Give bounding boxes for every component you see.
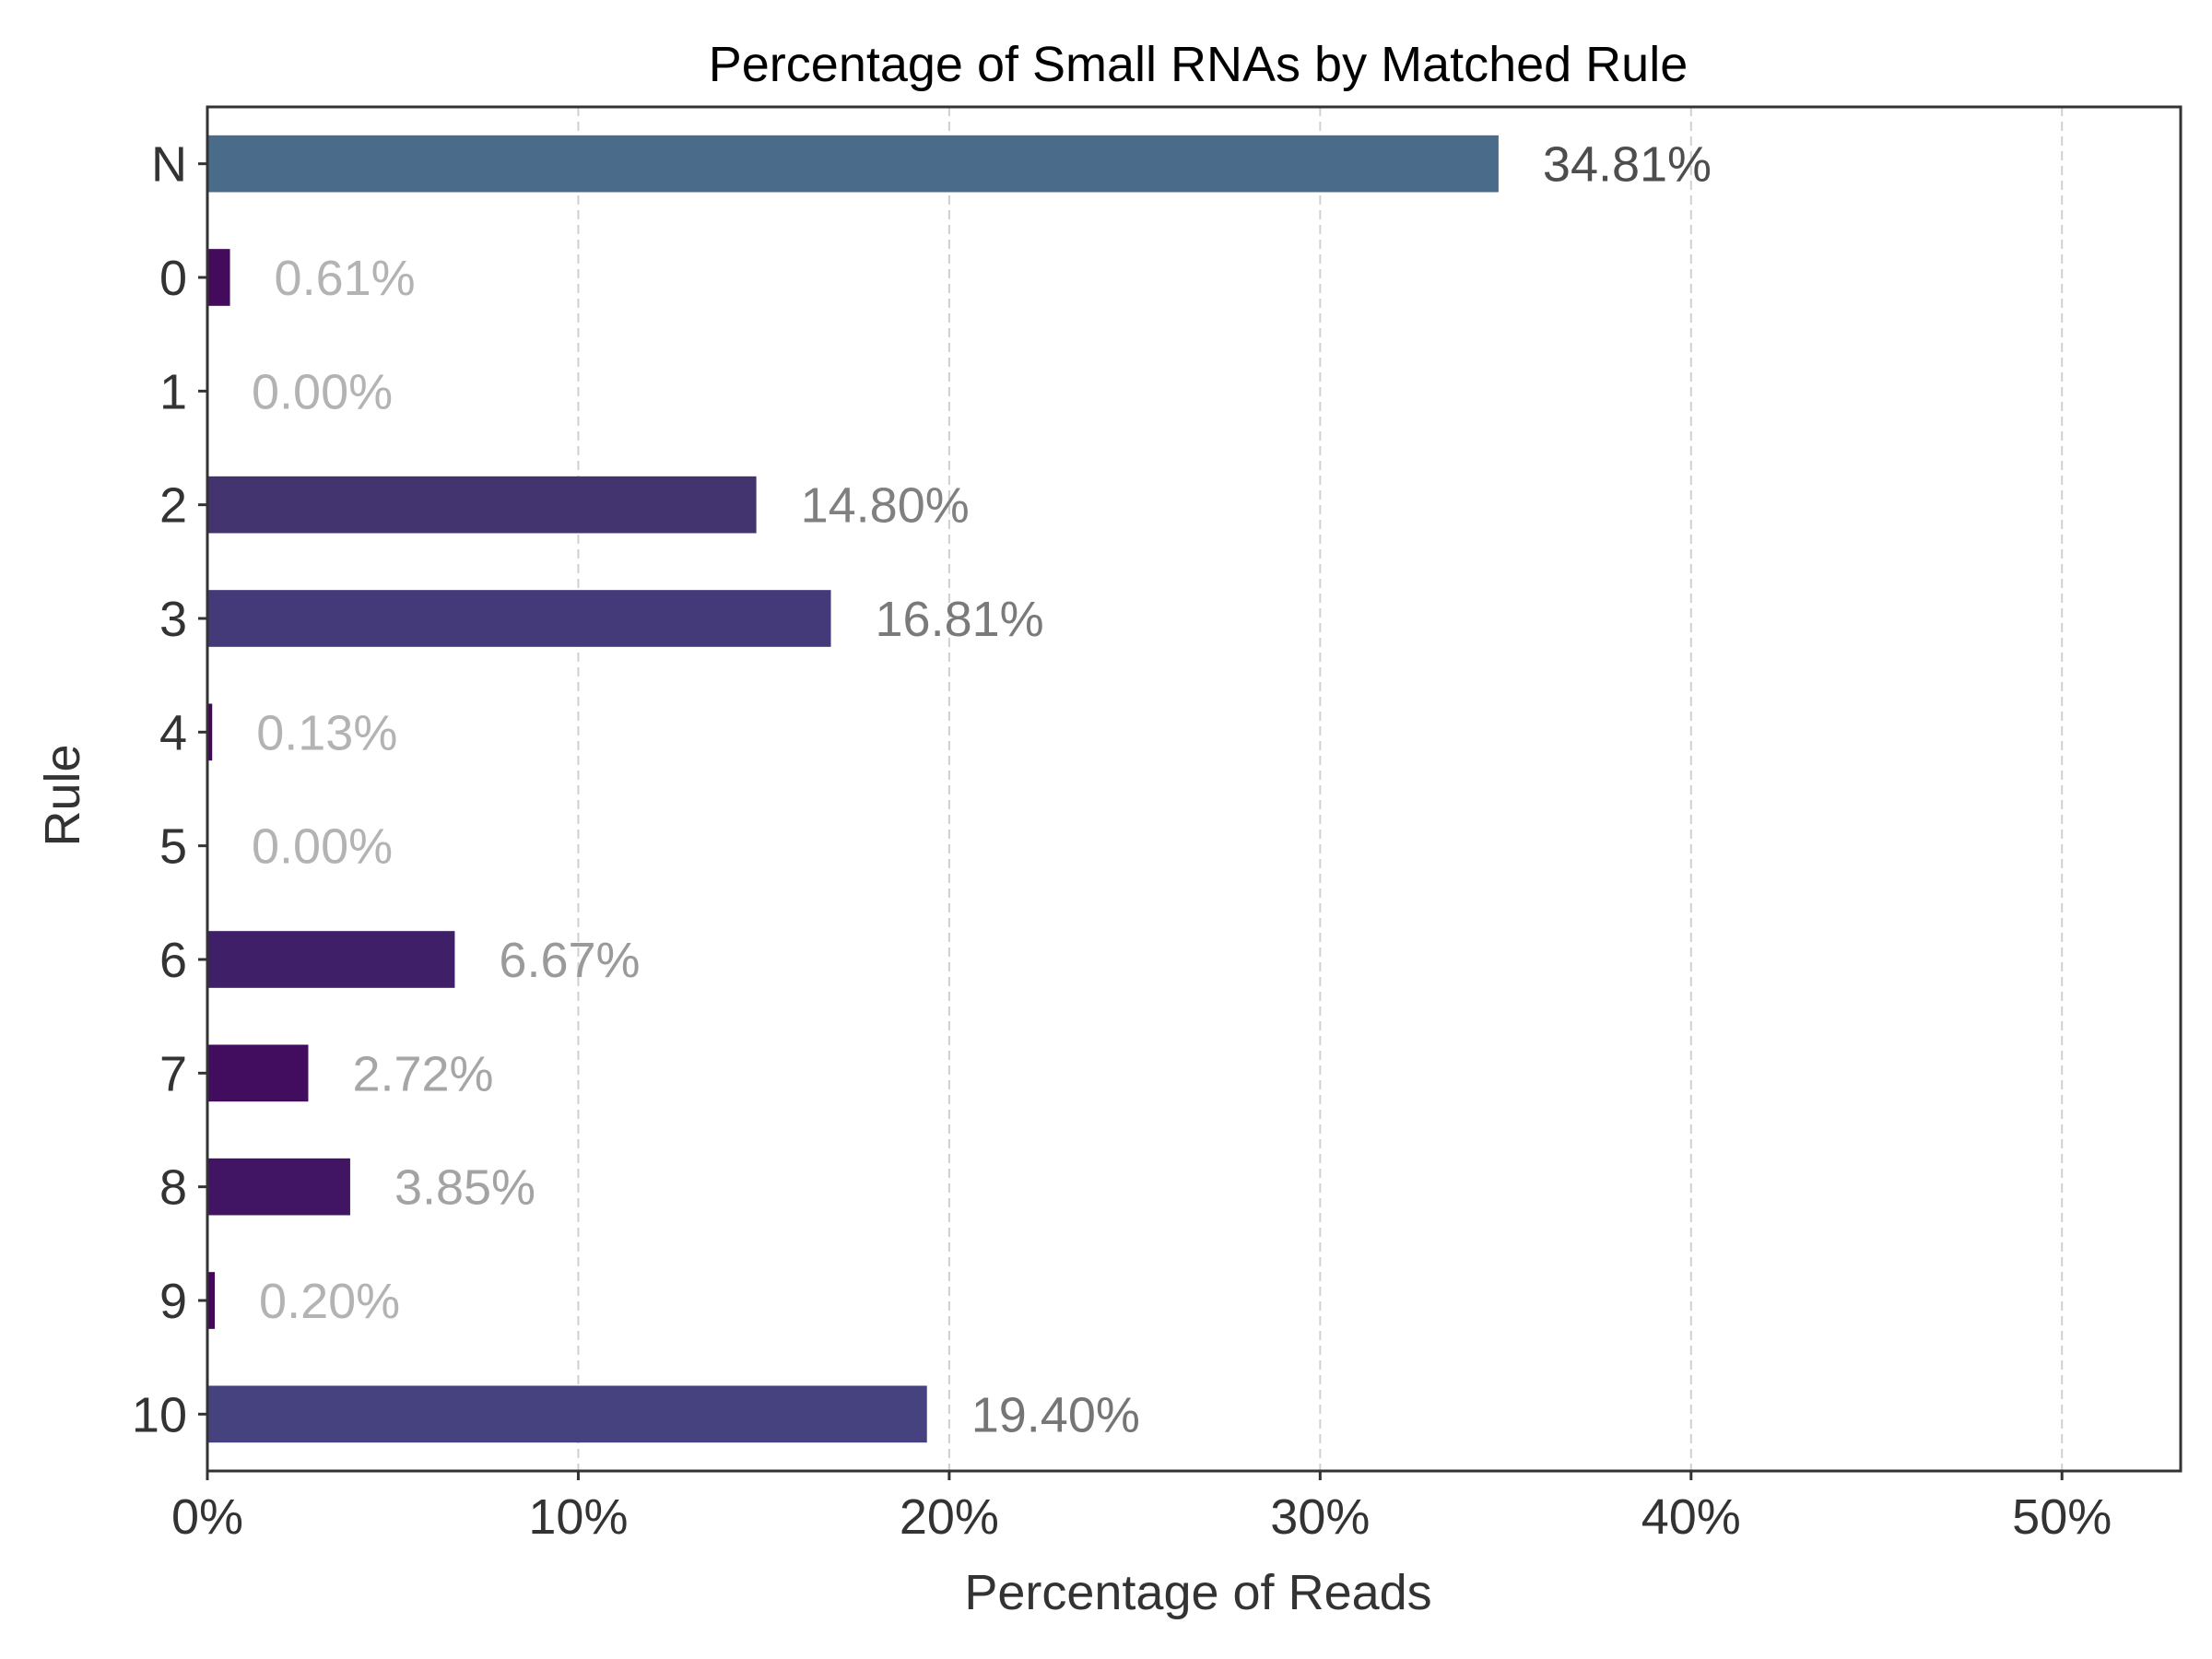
y-tick-label: 8 bbox=[159, 1160, 187, 1216]
y-tick-label: 5 bbox=[159, 819, 187, 875]
bar-value-label: 19.40% bbox=[971, 1387, 1140, 1442]
bar bbox=[207, 476, 757, 534]
bar bbox=[207, 1385, 927, 1443]
bar bbox=[207, 249, 230, 306]
x-axis-label: Percentage of Reads bbox=[964, 1565, 1431, 1620]
x-axis-ticks: 0% 10% 20% 30% 40% 50% bbox=[171, 1471, 2112, 1545]
bar bbox=[207, 590, 831, 647]
x-tick-label: 40% bbox=[1641, 1489, 1741, 1545]
y-tick-label: 3 bbox=[159, 592, 187, 647]
bar-value-label: 0.13% bbox=[256, 705, 397, 760]
bar-value-label: 3.85% bbox=[394, 1160, 535, 1216]
y-tick-label: 4 bbox=[159, 705, 187, 760]
bar-value-label: 14.80% bbox=[801, 478, 970, 534]
x-tick-label: 10% bbox=[528, 1489, 628, 1545]
y-tick-label: 1 bbox=[159, 364, 187, 419]
bar-value-label: 0.00% bbox=[252, 819, 393, 875]
y-tick-label: 7 bbox=[159, 1046, 187, 1101]
data-labels: 34.81% 0.61% 0.00% 14.80% 16.81% 0.13% 0.00% 6.… bbox=[252, 137, 1712, 1443]
bar-value-label: 16.81% bbox=[876, 592, 1044, 647]
y-axis-label: Rule bbox=[35, 744, 90, 846]
bar-value-label: 34.81% bbox=[1543, 137, 1712, 193]
x-tick-label: 20% bbox=[900, 1489, 999, 1545]
bars bbox=[207, 135, 1499, 1443]
bar bbox=[207, 135, 1499, 193]
y-tick-label: N bbox=[151, 137, 187, 193]
y-tick-label: 2 bbox=[159, 478, 187, 534]
chart-title: Percentage of Small RNAs by Matched Rule bbox=[709, 37, 1688, 92]
bar-value-label: 2.72% bbox=[352, 1046, 493, 1101]
bar-value-label: 6.67% bbox=[499, 933, 640, 988]
y-tick-label: 10 bbox=[132, 1387, 187, 1442]
y-tick-label: 0 bbox=[159, 251, 187, 306]
bar-value-label: 0.61% bbox=[275, 251, 416, 306]
y-axis-ticks: N 0 1 2 3 4 5 6 7 8 9 10 bbox=[132, 137, 207, 1442]
y-tick-label: 9 bbox=[159, 1274, 187, 1329]
plot-frame bbox=[206, 105, 2183, 1473]
grid-lines bbox=[577, 107, 2064, 1471]
bar bbox=[207, 931, 455, 988]
bar bbox=[207, 1158, 350, 1216]
bar bbox=[207, 1272, 216, 1329]
y-tick-label: 6 bbox=[159, 933, 187, 988]
x-tick-label: 30% bbox=[1270, 1489, 1370, 1545]
bar-value-label: 0.00% bbox=[252, 364, 393, 419]
bar bbox=[207, 703, 213, 761]
bar bbox=[207, 1044, 309, 1102]
x-tick-label: 0% bbox=[171, 1489, 243, 1545]
bar-value-label: 0.20% bbox=[259, 1274, 400, 1329]
x-tick-label: 50% bbox=[2012, 1489, 2112, 1545]
